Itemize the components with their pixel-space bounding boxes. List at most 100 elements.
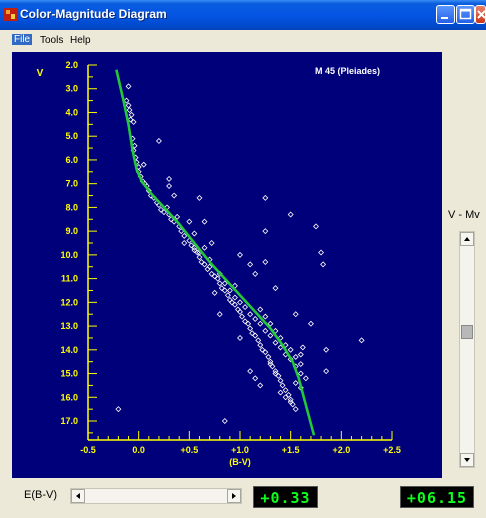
arrow-up-icon [464,237,470,241]
star-point [188,242,195,249]
star-point [157,206,164,213]
star-point [267,320,274,327]
star-point [245,320,252,327]
star-point [171,192,178,199]
star-point [287,399,294,405]
distance-modulus-thumb[interactable] [461,325,473,339]
close-button[interactable] [475,5,486,24]
star-point [191,230,198,237]
star-point [221,280,228,287]
star-point [262,194,269,201]
star-point [161,209,167,216]
star-point [166,183,173,190]
maximize-button[interactable] [456,5,475,24]
menu-tools[interactable]: Tools [40,35,64,46]
star-point [201,261,208,268]
star-point [292,311,299,318]
star-point [282,387,289,394]
star-point [262,228,269,235]
star-point [285,391,292,398]
scroll-down-button[interactable] [460,453,474,467]
title-bar[interactable]: Color-Magnitude Diagram [0,0,486,30]
y-tick-label: 2.0 [65,60,78,70]
reddening-scrollbar[interactable] [70,488,242,504]
star-point [252,375,259,382]
star-point [201,244,208,251]
star-point [272,339,279,346]
star-point [267,332,274,339]
scroll-left-button[interactable] [71,489,85,503]
star-point [237,334,243,341]
star-point [279,382,286,389]
minimize-button[interactable] [436,5,455,24]
star-point [221,287,228,294]
arrow-right-icon [232,493,236,499]
distance-modulus-value-display: +06.15 [400,486,474,508]
star-point [275,372,282,379]
reddening-label: E(B-V) [24,489,57,501]
star-point [267,358,274,365]
y-tick-label: 13.0 [60,321,78,331]
y-tick-label: 6.0 [65,155,78,165]
star-point [155,137,162,144]
scroll-right-button[interactable] [227,489,241,503]
star-point [299,344,306,351]
star-point [358,337,365,344]
y-tick-label: 7.0 [65,179,78,189]
star-point [259,346,266,353]
star-point [323,346,330,353]
star-point [249,330,256,337]
star-point [247,325,254,332]
y-axis-title: V [37,68,44,79]
star-point [211,273,218,280]
star-point [262,259,269,265]
star-point [302,375,309,382]
star-point [198,259,205,265]
star-point [292,353,299,360]
star-point [272,285,279,292]
scroll-up-button[interactable] [460,232,474,246]
star-point [287,211,294,218]
distance-modulus-label: V - Mv [448,209,480,221]
star-point [224,292,231,299]
star-point [242,304,249,311]
star-point [228,299,235,306]
app-icon [4,8,17,21]
star-point [130,118,137,125]
menu-help[interactable]: Help [70,35,91,46]
star-point [272,368,279,375]
star-point [140,161,147,168]
star-point [123,97,130,104]
x-tick-label: +0.5 [180,445,198,455]
star-point [257,306,264,313]
star-point [277,389,284,396]
x-axis-title: (B-V) [229,457,251,467]
star-point [226,287,233,294]
star-point [174,213,181,220]
star-point [247,311,254,318]
y-tick-label: 3.0 [65,84,78,94]
star-point [313,223,319,230]
chart-title: M 45 (Pleiades) [315,66,381,76]
star-point [126,107,133,114]
star-point [208,270,215,277]
x-tick-label: +1.5 [282,445,300,455]
star-point [128,111,135,118]
y-tick-label: 11.0 [61,274,78,284]
star-point [208,240,215,246]
star-point [242,318,249,325]
menu-file[interactable]: File [12,34,33,45]
y-tick-label: 4.0 [65,107,78,117]
star-point [257,382,264,389]
star-point [257,320,264,327]
y-tick-label: 15.0 [60,369,78,379]
distance-modulus-scrollbar[interactable] [459,231,475,468]
maximize-icon [459,8,472,20]
star-point [125,83,132,90]
star-point [181,232,188,239]
x-tick-label: +2.0 [332,445,350,455]
star-point [297,351,304,358]
star-point [231,294,238,301]
star-point [237,251,243,258]
